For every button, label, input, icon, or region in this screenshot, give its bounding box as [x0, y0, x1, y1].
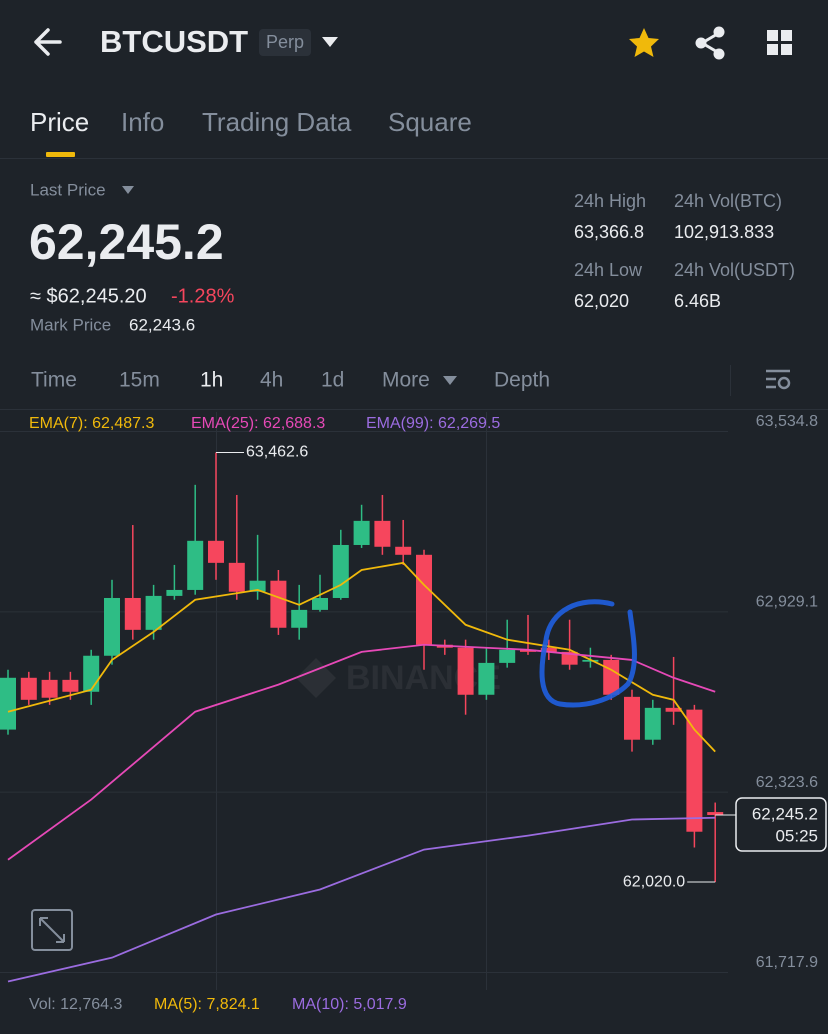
stat-value: 63,366.8	[574, 222, 644, 242]
candle-body	[540, 647, 557, 652]
back-button[interactable]	[34, 28, 62, 56]
stat-label: 24h Vol(BTC)	[674, 191, 782, 211]
interval[interactable]: Depth	[494, 369, 550, 392]
candle-body	[520, 649, 536, 652]
favorite-star[interactable]	[629, 28, 659, 57]
tab[interactable]: Trading Data	[202, 107, 352, 137]
y-tick-label: 62,929.1	[756, 594, 818, 611]
candle-body	[270, 580, 287, 628]
chart: 63,534.8 62,929.1 62,323.6 61,717.9 EMA(7): …	[0, 413, 827, 983]
tab[interactable]: Info	[121, 107, 164, 137]
countdown: 05:25	[775, 826, 818, 845]
candle-body	[499, 649, 516, 663]
interval[interactable]: Time	[31, 369, 77, 392]
interval[interactable]: 4h	[260, 369, 283, 392]
y-tick-label: 63,534.8	[756, 413, 818, 430]
last-price: 62,245.2	[29, 214, 224, 270]
candle-body	[395, 546, 412, 555]
expand-button[interactable]	[31, 909, 73, 951]
last-price-box	[735, 797, 827, 852]
legend-entry: EMA(7): 62,487.3	[29, 415, 155, 432]
candle-body	[478, 662, 495, 695]
candle-body	[353, 520, 370, 545]
interval[interactable]: 15m	[119, 369, 160, 392]
candle-body	[624, 696, 640, 740]
stat-label: 24h High	[574, 191, 646, 211]
ema-line	[7, 561, 716, 753]
candle-body	[312, 597, 328, 610]
hand-drawn-circle	[539, 599, 637, 708]
candle-body	[457, 647, 474, 695]
y-tick-label: 61,717.9	[756, 954, 818, 971]
candle-body	[707, 812, 724, 815]
volume-indicator: Vol: 12,764.3	[29, 996, 123, 1013]
candle-body	[603, 659, 620, 695]
volume-indicator: MA(5): 7,824.1	[154, 996, 260, 1013]
candle-body	[187, 540, 204, 590]
symbol: BTCUSDT	[100, 24, 248, 59]
caret[interactable]	[443, 376, 457, 385]
share-button[interactable]	[695, 26, 725, 60]
caret[interactable]	[122, 186, 134, 194]
interval[interactable]: 1h	[200, 369, 223, 392]
volume-indicator: MA(10): 5,017.9	[292, 996, 407, 1013]
legend-entry: EMA(99): 62,269.5	[366, 415, 500, 432]
candle-body	[228, 562, 245, 592]
candle-body	[0, 677, 16, 730]
tab[interactable]: Price	[30, 107, 89, 137]
tab-indicator	[46, 152, 75, 157]
usd-price: ≈ $62,245.20	[30, 285, 147, 307]
candle-body	[208, 540, 224, 563]
candle-body	[416, 554, 432, 645]
annotation-label: 62,020.0	[623, 873, 685, 890]
candle-body	[166, 589, 183, 596]
candle-body	[20, 677, 37, 700]
mark-price: 62,243.6	[129, 315, 195, 334]
interval[interactable]: More	[382, 369, 430, 392]
mark-price-label: Mark Price	[30, 315, 111, 334]
candle-body	[41, 679, 58, 698]
candle-body	[145, 595, 162, 630]
candle-body	[83, 655, 100, 692]
interval[interactable]: 1d	[321, 369, 344, 392]
stat-value: 62,020	[574, 291, 629, 311]
stat-value: 6.46B	[674, 291, 721, 311]
candle-body	[374, 520, 391, 547]
candle-body	[249, 580, 266, 592]
candle-body	[104, 597, 120, 656]
stat-value: 102,913.833	[674, 222, 774, 242]
candle-body	[124, 597, 141, 630]
symbol-dropdown[interactable]	[322, 37, 338, 47]
y-tick-label: 62,323.6	[756, 774, 818, 791]
candle-body	[62, 679, 79, 692]
candle-body	[665, 707, 682, 712]
price-change: -1.28%	[171, 285, 235, 307]
candle-body	[582, 659, 599, 662]
candle-body	[332, 544, 349, 598]
candle-body	[291, 609, 308, 628]
badge: Perp	[266, 32, 304, 52]
last-price-label: 62,245.2	[752, 804, 818, 823]
tab[interactable]: Square	[388, 107, 472, 137]
ema-line	[7, 643, 716, 861]
menu-grid[interactable]	[767, 30, 792, 55]
stat-label: 24h Vol(USDT)	[674, 260, 795, 280]
candle-body	[644, 707, 661, 740]
annotation-label: 63,462.6	[246, 444, 308, 461]
candle-body	[686, 709, 703, 832]
chart-settings[interactable]	[766, 369, 791, 390]
badge-bg	[259, 29, 311, 56]
legend-entry: EMA(25): 62,688.3	[191, 415, 325, 432]
last-price-label: Last Price	[30, 180, 106, 199]
stat-label: 24h Low	[574, 260, 643, 280]
ema-line	[7, 816, 716, 983]
watermark-logo	[296, 658, 336, 698]
